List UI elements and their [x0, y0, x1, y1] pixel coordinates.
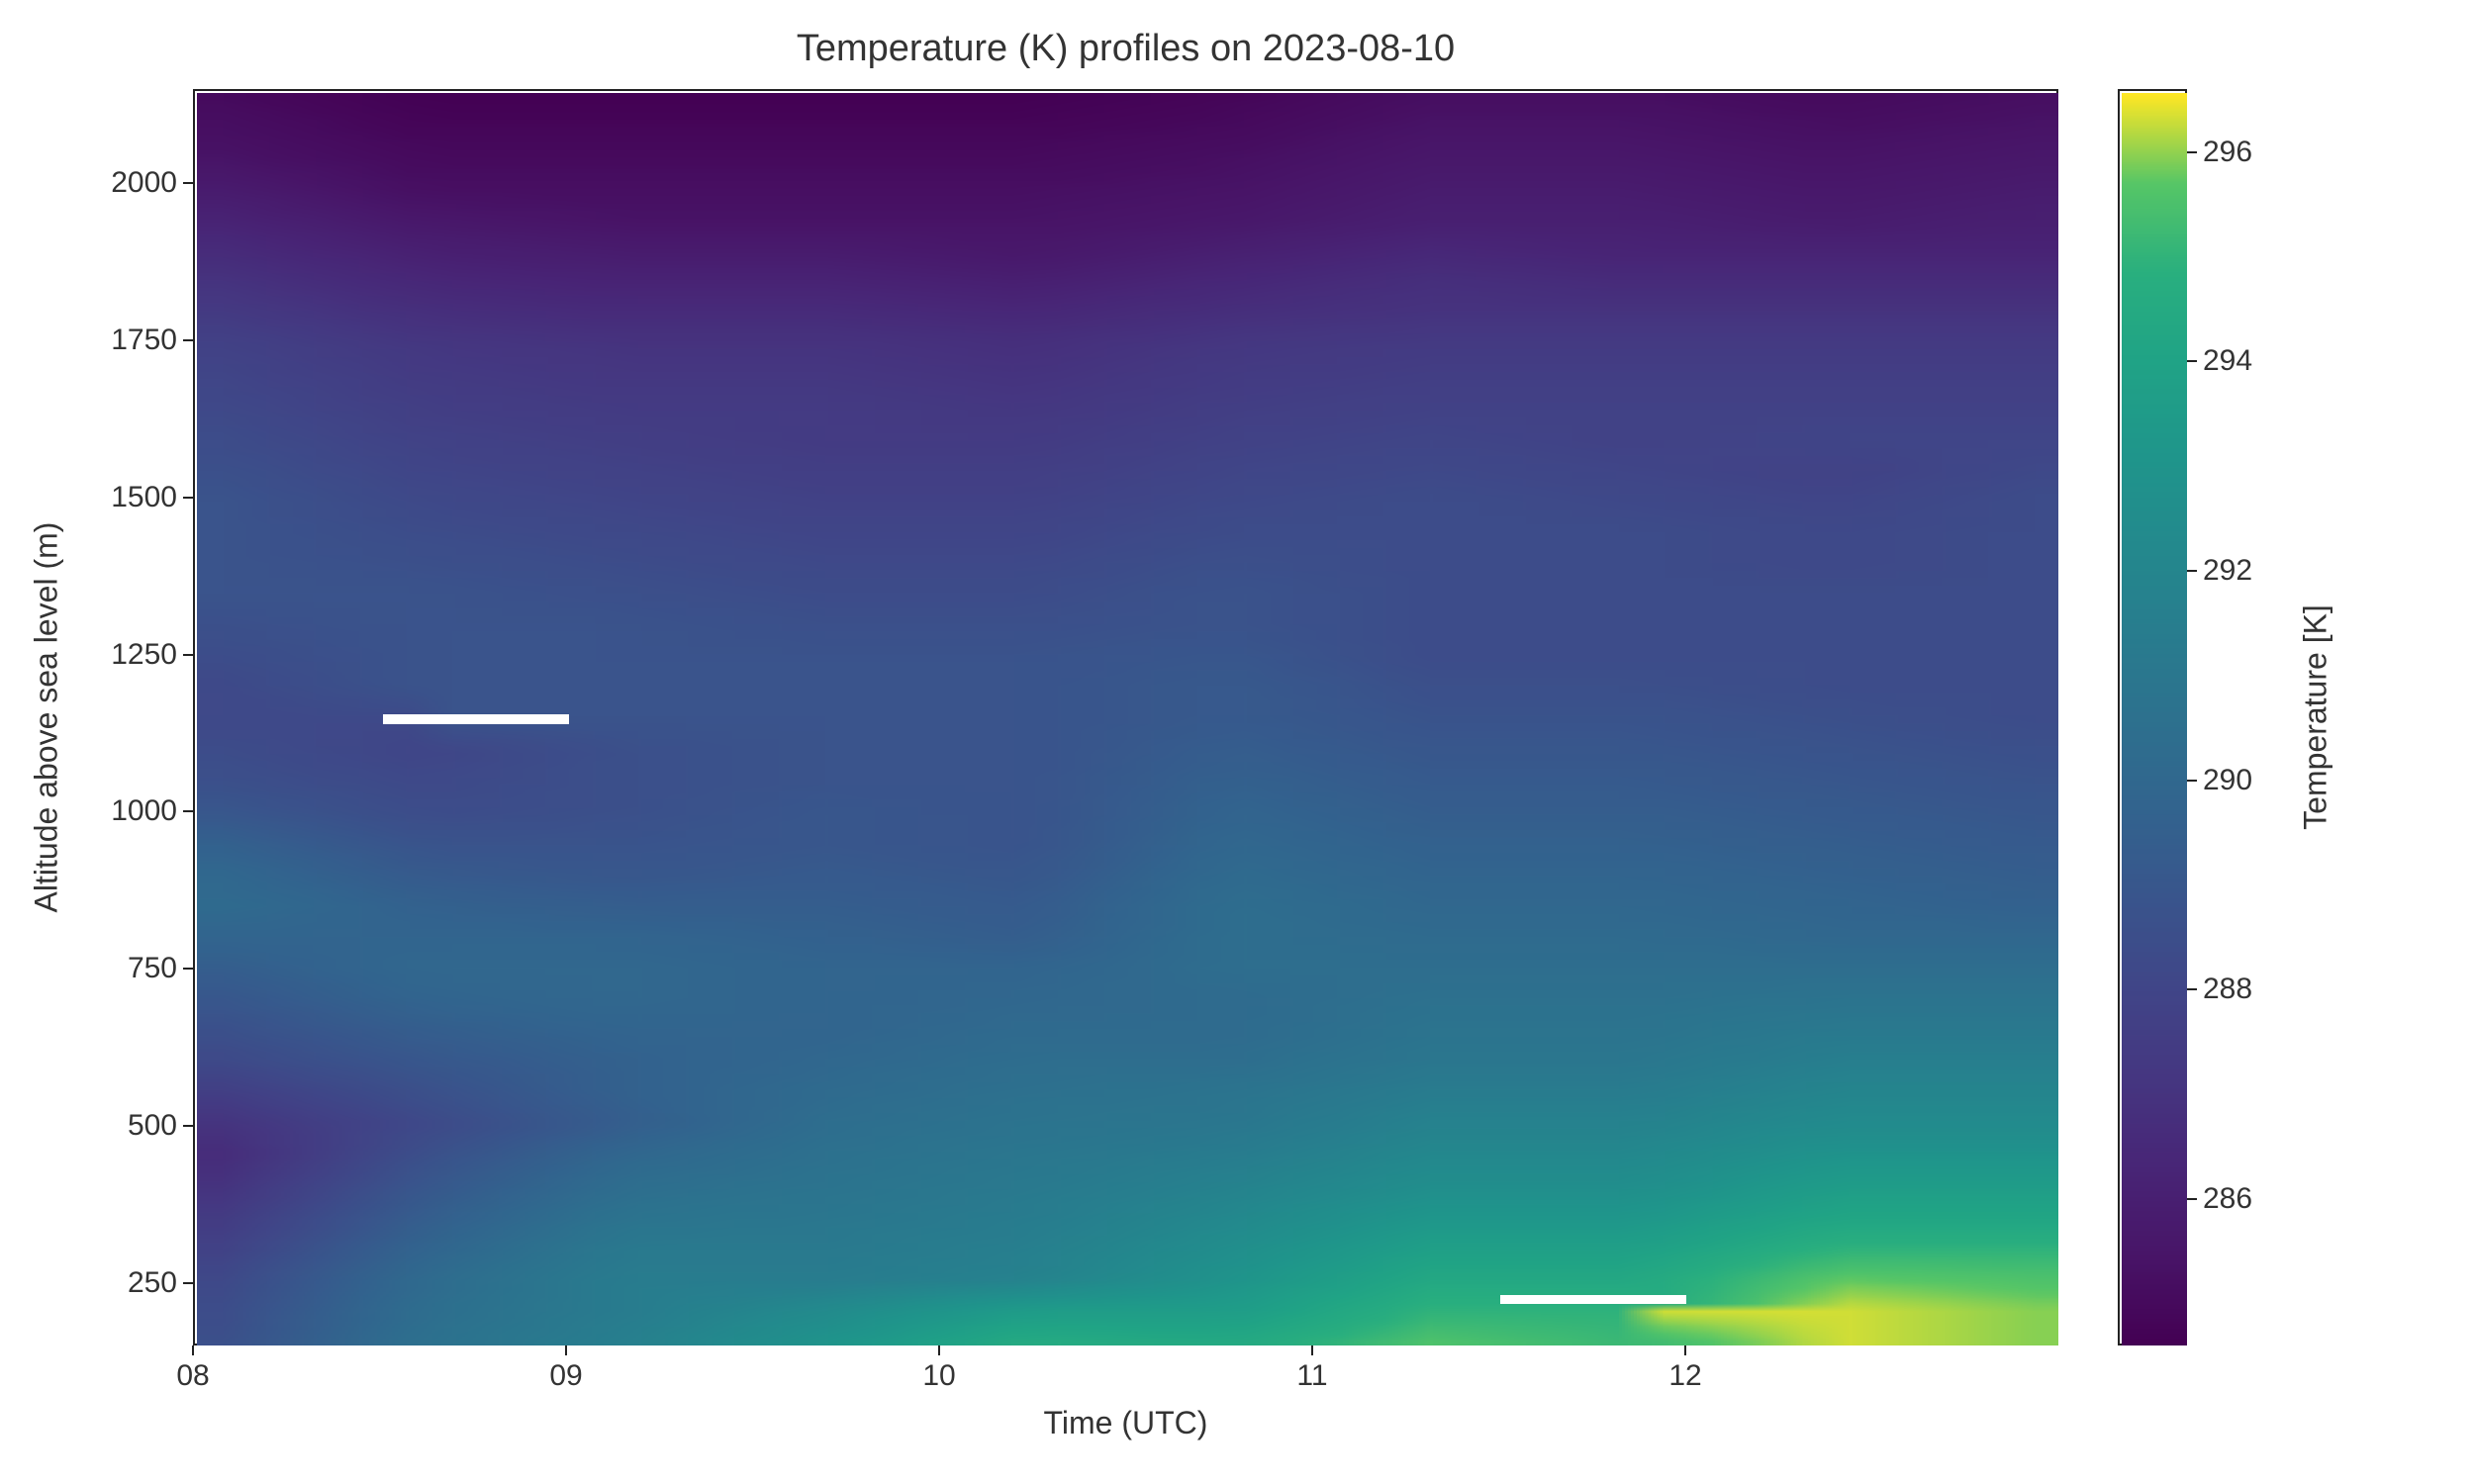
y-tick-mark	[183, 1125, 193, 1127]
colorbar-tick-mark	[2187, 1198, 2197, 1200]
x-tick-mark	[1311, 1345, 1313, 1355]
y-tick-label: 500	[128, 1109, 177, 1143]
x-tick-mark	[565, 1345, 567, 1355]
colorbar-tick-label: 294	[2203, 344, 2252, 378]
y-tick-mark	[183, 1282, 193, 1284]
y-tick-mark	[183, 182, 193, 184]
colorbar-tick-label: 292	[2203, 554, 2252, 588]
y-tick-label: 750	[128, 952, 177, 985]
colorbar-tick-mark	[2187, 360, 2197, 362]
y-tick-mark	[183, 968, 193, 970]
x-tick-label: 08	[176, 1359, 209, 1393]
x-tick-label: 09	[549, 1359, 582, 1393]
x-tick-label: 10	[922, 1359, 955, 1393]
y-tick-label: 1000	[111, 794, 177, 828]
y-tick-label: 2000	[111, 166, 177, 200]
y-tick-mark	[183, 497, 193, 499]
x-tick-mark	[192, 1345, 194, 1355]
x-axis-label: Time (UTC)	[193, 1405, 2058, 1441]
x-tick-mark	[938, 1345, 940, 1355]
colorbar-canvas	[2122, 93, 2187, 1345]
colorbar-tick-mark	[2187, 988, 2197, 990]
y-tick-mark	[183, 339, 193, 341]
y-tick-mark	[183, 654, 193, 656]
y-tick-label: 250	[128, 1266, 177, 1300]
y-axis-label: Altitude above sea level (m)	[29, 89, 65, 1345]
missing-cell	[383, 714, 569, 723]
y-tick-label: 1750	[111, 324, 177, 357]
colorbar-tick-mark	[2187, 780, 2197, 782]
x-tick-label: 12	[1668, 1359, 1701, 1393]
colorbar	[2118, 89, 2187, 1345]
colorbar-label: Temperature [K]	[2298, 89, 2334, 1345]
colorbar-tick-label: 288	[2203, 973, 2252, 1006]
chart-title: Temperature (K) profiles on 2023-08-10	[193, 28, 2058, 70]
colorbar-tick-label: 296	[2203, 136, 2252, 169]
heatmap-axes	[193, 89, 2058, 1345]
y-tick-label: 1500	[111, 481, 177, 514]
y-tick-label: 1250	[111, 638, 177, 672]
missing-cell	[1500, 1295, 1686, 1304]
colorbar-tick-label: 286	[2203, 1182, 2252, 1216]
colorbar-tick-label: 290	[2203, 764, 2252, 797]
y-tick-mark	[183, 810, 193, 812]
x-tick-label: 11	[1296, 1359, 1327, 1393]
x-tick-mark	[1684, 1345, 1686, 1355]
colorbar-tick-mark	[2187, 151, 2197, 153]
colorbar-tick-mark	[2187, 570, 2197, 572]
figure: Temperature (K) profiles on 2023-08-10 A…	[0, 0, 2474, 1484]
